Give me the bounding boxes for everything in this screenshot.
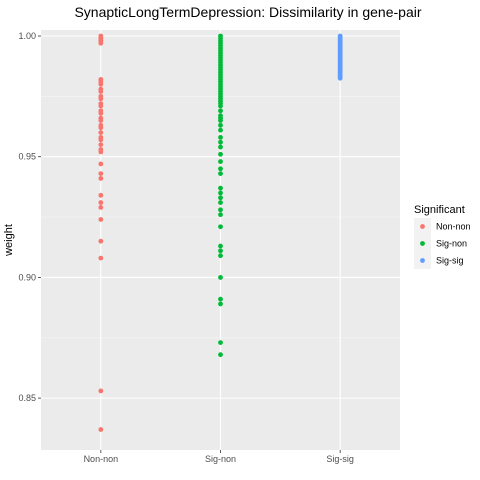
data-point	[218, 151, 223, 157]
data-point	[218, 144, 223, 150]
data-point	[218, 296, 223, 302]
data-point	[98, 427, 104, 432]
data-point	[218, 159, 223, 164]
data-point	[218, 118, 223, 123]
legend-item: Sig-non	[414, 235, 467, 252]
y-axis-title: weight	[3, 224, 15, 257]
data-point	[98, 149, 104, 155]
data-point	[98, 176, 104, 181]
data-point	[98, 205, 104, 210]
legend-title: Significant	[414, 204, 465, 216]
data-point	[98, 110, 104, 116]
legend-label: Non-non	[436, 222, 471, 232]
data-point	[98, 238, 104, 244]
data-point	[98, 40, 104, 46]
legend-point	[420, 258, 425, 263]
data-point	[218, 224, 223, 230]
data-point	[337, 75, 343, 81]
data-point	[218, 352, 223, 358]
data-point	[218, 166, 223, 172]
data-point	[218, 195, 223, 201]
data-point	[218, 275, 223, 280]
y-tick-label: 0.95	[18, 152, 36, 162]
data-point	[98, 171, 104, 177]
legend-point	[420, 241, 425, 246]
axis-layer: 0.85 0.90 0.95 1.00 Non-non Sig-non Sig-sig	[18, 31, 353, 464]
legend-label: Sig-sig	[436, 256, 464, 266]
data-point	[218, 171, 223, 177]
data-point	[98, 200, 104, 205]
legend-label: Sig-non	[436, 239, 467, 249]
data-point	[218, 248, 223, 254]
x-tick-label: Non-non	[84, 454, 119, 464]
y-tick-label: 0.90	[18, 272, 36, 282]
legend: Significant Non-non Sig-non Sig-sig	[414, 204, 471, 269]
data-point	[218, 139, 223, 145]
y-tick-label: 1.00	[18, 31, 36, 41]
data-point	[98, 255, 104, 261]
x-tick-label: Sig-sig	[326, 454, 354, 464]
legend-items: Non-non Sig-non Sig-sig	[414, 218, 471, 269]
points-layer	[98, 33, 343, 432]
data-point	[218, 103, 223, 109]
data-point	[218, 200, 223, 205]
data-point	[218, 212, 223, 218]
legend-item: Sig-sig	[414, 252, 464, 269]
data-point	[98, 142, 104, 148]
data-point	[218, 207, 223, 213]
data-point	[98, 161, 104, 167]
data-point	[98, 118, 104, 123]
legend-point	[420, 224, 425, 229]
chart-title: SynapticLongTermDepression: Dissimilarit…	[74, 4, 421, 20]
data-point	[98, 81, 104, 87]
data-point	[98, 103, 104, 109]
data-point	[218, 134, 223, 140]
data-point	[218, 190, 223, 196]
data-point	[98, 125, 104, 131]
data-point	[218, 253, 223, 259]
data-point	[218, 340, 223, 346]
data-point	[98, 137, 104, 143]
data-point	[98, 89, 104, 94]
data-point	[218, 108, 223, 114]
data-point	[218, 127, 223, 133]
data-point	[218, 301, 223, 307]
data-point	[218, 185, 223, 191]
data-point	[218, 243, 223, 249]
data-point	[98, 96, 104, 102]
y-tick-label: 0.85	[18, 393, 36, 403]
data-point	[98, 217, 104, 222]
data-point	[218, 122, 223, 128]
legend-item: Non-non	[414, 218, 471, 235]
x-tick-label: Sig-non	[205, 454, 236, 464]
data-point	[98, 192, 104, 198]
data-point	[98, 130, 104, 135]
data-point	[98, 388, 104, 394]
